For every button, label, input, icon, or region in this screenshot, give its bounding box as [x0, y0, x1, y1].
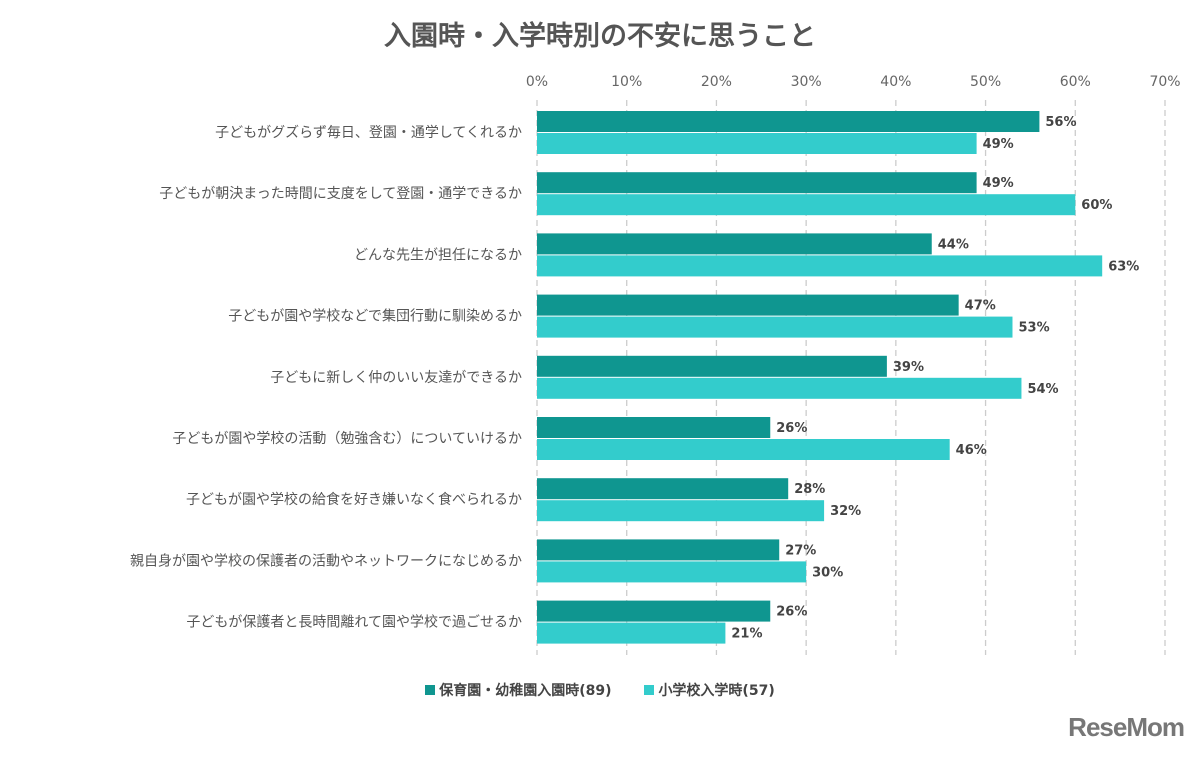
x-tick-label: 30% [791, 74, 822, 90]
x-tick-label: 10% [611, 74, 642, 90]
category-label: 子どもが園や学校の給食を好き嫌いなく食べられるか [186, 491, 522, 508]
data-label: 44% [938, 237, 969, 252]
data-label: 46% [956, 443, 987, 458]
category-label: 子どもが園や学校の活動（勉強含む）についていけるか [172, 430, 522, 447]
data-label: 21% [731, 627, 762, 642]
bar [537, 600, 771, 622]
legend-label: 小学校入学時(57) [658, 683, 775, 699]
bar [537, 294, 959, 316]
x-tick-label: 40% [880, 74, 911, 90]
category-label: 子どもが朝決まった時間に支度をして登園・通学できるか [159, 186, 522, 202]
legend-item-nursery: 保育園・幼稚園入園時(89) [425, 680, 612, 700]
data-label: 26% [776, 421, 807, 436]
bar [537, 355, 887, 377]
category-label: どんな先生が担任になるか [354, 247, 522, 263]
bar [537, 417, 771, 438]
bar [537, 439, 950, 460]
bar [537, 133, 977, 154]
bar [537, 172, 977, 194]
data-label: 27% [785, 543, 816, 558]
data-label: 49% [983, 137, 1014, 152]
bar [537, 316, 1013, 338]
category-label: 子どもが保護者と長時間離れて園や学校で過ごせるか [186, 614, 522, 631]
chart-title: 入園時・入学時別の不安に思うこと [384, 21, 816, 52]
data-label: 28% [794, 482, 825, 497]
bar [537, 622, 726, 644]
x-tick-label: 70% [1149, 74, 1180, 90]
legend-label: 保育園・幼稚園入園時(89) [439, 683, 612, 699]
bar [537, 377, 1022, 399]
data-label: 47% [965, 299, 996, 314]
bar [537, 539, 780, 561]
x-tick-label: 60% [1060, 74, 1091, 90]
data-label: 26% [776, 605, 807, 620]
resemom-logo: ReseMom [1068, 712, 1185, 742]
bar [537, 500, 825, 522]
data-label: 54% [1027, 382, 1058, 397]
data-label: 49% [983, 176, 1014, 191]
category-label: 子どもが園や学校などで集団行動に馴染めるか [228, 308, 522, 325]
category-label: 子どもがグズらず毎日、登園・通学してくれるか [215, 125, 522, 141]
bar [537, 255, 1103, 277]
data-label: 39% [893, 360, 924, 375]
category-label: 親自身が園や学校の保護者の活動やネットワークになじめるか [130, 552, 522, 569]
data-label: 53% [1018, 321, 1049, 336]
data-label: 60% [1081, 198, 1112, 213]
x-tick-label: 50% [970, 74, 1001, 90]
data-label: 56% [1045, 115, 1076, 130]
legend: 保育園・幼稚園入園時(89) 小学校入学時(57) [0, 680, 1200, 700]
bar [537, 561, 807, 583]
legend-item-elementary: 小学校入学時(57) [644, 680, 775, 700]
bar [537, 111, 1040, 132]
bar [537, 194, 1076, 216]
legend-swatch [425, 685, 436, 695]
category-label: 子どもに新しく仲のいい友達ができるか [270, 370, 522, 386]
data-label: 63% [1108, 259, 1139, 274]
data-label: 32% [830, 504, 861, 519]
bar [537, 478, 789, 500]
x-tick-label: 20% [701, 74, 732, 90]
bar [537, 233, 932, 255]
x-tick-label: 0% [526, 74, 548, 90]
data-label: 30% [812, 565, 843, 580]
legend-swatch [644, 685, 655, 695]
